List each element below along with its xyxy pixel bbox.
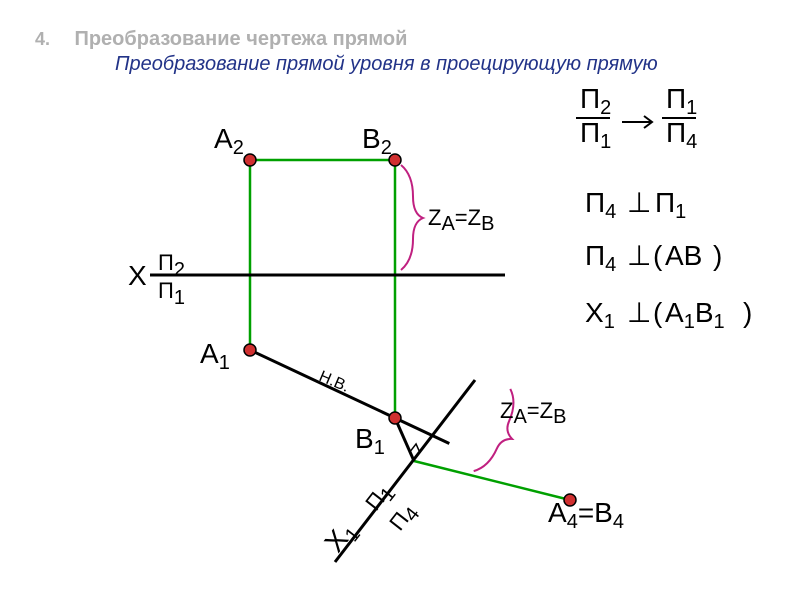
svg-text:Н.В.: Н.В.: [316, 368, 351, 396]
svg-text:ZA=ZB: ZA=ZB: [500, 398, 566, 428]
geometry-diagram: А2В2А1В1А4=В4XП2П1X1П1П4Н.В.ZA=ZBZA=ZBП2…: [0, 0, 800, 600]
svg-text:П1: П1: [580, 117, 611, 153]
svg-text:П1: П1: [655, 187, 686, 223]
svg-text:ZA=ZB: ZA=ZB: [428, 205, 494, 235]
svg-text:X: X: [128, 260, 147, 291]
svg-text:А1В1: А1В1: [665, 297, 725, 333]
svg-text:П4: П4: [384, 498, 424, 538]
svg-text:П1: П1: [666, 83, 697, 119]
svg-text:В1: В1: [355, 423, 385, 459]
svg-text:): ): [713, 240, 722, 271]
svg-text:(: (: [653, 297, 663, 328]
svg-text:П4: П4: [666, 117, 697, 153]
svg-text:⊥: ⊥: [627, 297, 651, 328]
svg-text:(: (: [653, 240, 663, 271]
svg-text:): ): [743, 297, 752, 328]
svg-text:П4: П4: [585, 187, 616, 223]
svg-text:П1: П1: [158, 278, 185, 309]
svg-text:А4=В4: А4=В4: [548, 497, 624, 533]
svg-text:АВ: АВ: [665, 240, 702, 271]
svg-text:П2: П2: [580, 83, 611, 119]
svg-text:А2: А2: [214, 123, 244, 159]
svg-text:⊥: ⊥: [627, 187, 651, 218]
svg-text:⊥: ⊥: [627, 240, 651, 271]
svg-text:В2: В2: [362, 123, 392, 159]
svg-text:А1: А1: [200, 338, 230, 374]
svg-text:X1: X1: [318, 515, 365, 561]
svg-text:П4: П4: [585, 240, 616, 276]
svg-text:X1: X1: [585, 297, 615, 333]
